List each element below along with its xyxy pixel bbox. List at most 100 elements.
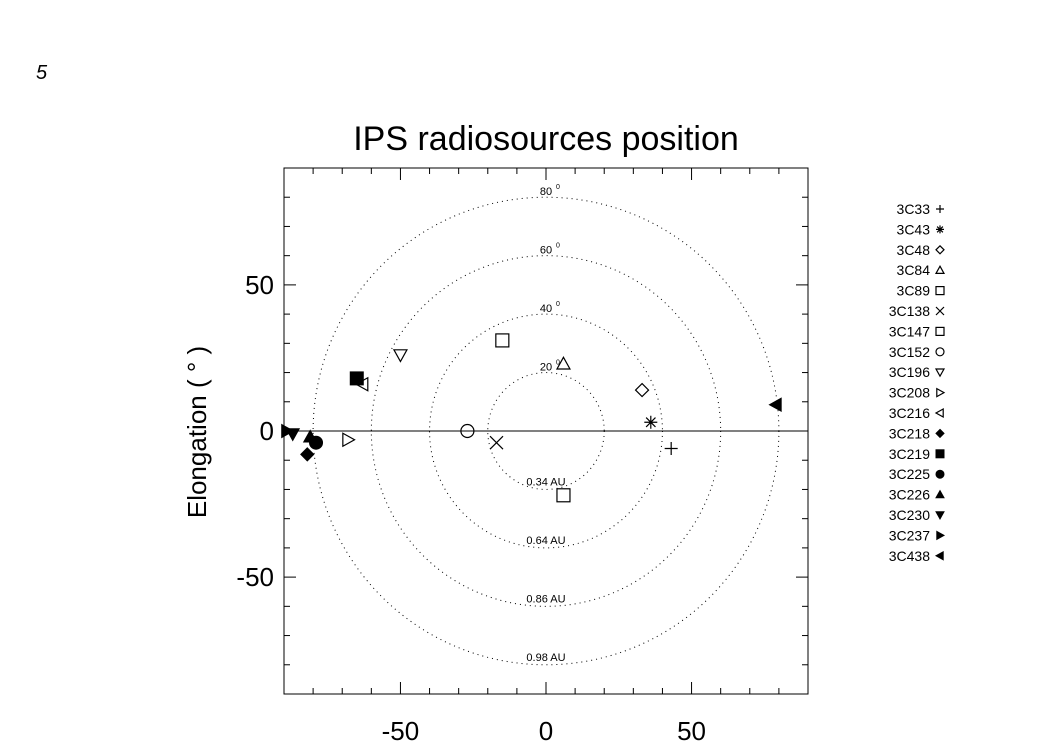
legend-entry: 3C226	[889, 487, 945, 503]
legend-entry: 3C84	[897, 262, 946, 278]
legend-entry: 3C219	[889, 446, 945, 462]
axes: -50 0 50 -50 0 50	[236, 167, 809, 746]
y-tick-label: 50	[245, 270, 274, 300]
point-3c43	[644, 415, 658, 429]
legend-marker	[935, 489, 945, 499]
point-3c208	[342, 432, 356, 448]
legend-entry: 3C225	[889, 466, 945, 482]
circle-au-label: 0.64 AU	[526, 535, 565, 547]
legend-label: 3C208	[889, 385, 930, 401]
legend-label: 3C43	[897, 221, 931, 237]
legend-marker	[936, 530, 946, 541]
point-marker	[392, 349, 408, 363]
point-3c226	[302, 429, 318, 443]
legend-label: 3C438	[889, 548, 930, 564]
legend-label: 3C152	[889, 344, 930, 360]
point-marker	[302, 429, 318, 443]
degree-superscript: 0	[556, 301, 560, 308]
chart-title: IPS radiosources position	[353, 120, 739, 158]
legend-label: 3C218	[889, 425, 930, 441]
point-marker	[342, 432, 356, 448]
legend-entry: 3C196	[889, 364, 946, 380]
point-marker	[460, 423, 475, 439]
legend-entry: 3C152	[889, 344, 945, 360]
point-3c84	[555, 356, 571, 370]
point-3c219	[349, 371, 364, 386]
legend-entry: 3C438	[889, 548, 944, 564]
legend-entry: 3C48	[897, 242, 945, 258]
point-3c196	[392, 349, 408, 363]
point-marker	[489, 435, 504, 450]
circle-au-label: 0.86 AU	[526, 593, 565, 605]
legend-marker	[935, 511, 945, 521]
point-marker	[555, 356, 571, 370]
legend-marker	[934, 407, 944, 419]
point-marker	[556, 488, 571, 503]
legend-entry: 3C208	[889, 385, 946, 401]
point-3c33	[664, 442, 678, 456]
x-tick-label: 50	[677, 716, 706, 746]
circle-angle-label: 40	[540, 303, 552, 315]
legend-entry: 3C237	[889, 527, 946, 543]
legend-entry: 3C138	[889, 303, 945, 319]
legend-entry: 3C147	[889, 323, 945, 339]
point-marker	[634, 382, 650, 398]
legend-label: 3C219	[889, 446, 930, 462]
point-3c152	[460, 423, 475, 439]
elongation-circles: 20 0 0.34 AU 40 0 0.64 AU 60 0 0.86 AU 80 0 0.98 AU	[312, 184, 780, 666]
legend-entry: 3C43	[897, 221, 944, 237]
legend-marker	[935, 428, 945, 439]
legend-marker	[935, 469, 945, 479]
legend-label: 3C237	[889, 527, 930, 543]
point-marker	[495, 333, 510, 348]
point-marker	[768, 397, 782, 413]
legend-label: 3C84	[897, 262, 931, 278]
page-number: 5	[36, 62, 48, 84]
legend-marker	[934, 264, 946, 274]
legend-marker	[935, 244, 945, 255]
x-tick-label: -50	[382, 716, 420, 746]
degree-superscript: 0	[556, 243, 560, 250]
legend-marker	[935, 286, 945, 296]
legend-marker	[936, 387, 946, 398]
point-marker	[644, 415, 658, 429]
point-marker	[664, 442, 678, 456]
point-marker	[281, 423, 295, 439]
point-3c147	[495, 333, 510, 348]
legend-label: 3C230	[889, 507, 930, 523]
legend-label: 3C225	[889, 466, 930, 482]
legend-label: 3C196	[889, 364, 930, 380]
point-3c138	[489, 435, 504, 450]
legend-marker	[935, 306, 945, 316]
y-tick-label: 0	[260, 416, 274, 446]
legend-entry: 3C89	[897, 283, 945, 299]
circle-angle-label: 60	[540, 245, 552, 257]
legend-marker	[934, 368, 946, 378]
legend-label: 3C226	[889, 487, 930, 503]
x-tick-label: 0	[539, 716, 553, 746]
point-3c237	[281, 423, 295, 439]
legend-marker	[936, 225, 944, 234]
circle-au-label: 0.34 AU	[526, 476, 565, 488]
point-marker	[349, 371, 364, 386]
point-marker	[300, 447, 315, 462]
legend-entry: 3C230	[889, 507, 945, 523]
legend-label: 3C216	[889, 405, 930, 421]
legend-label: 3C147	[889, 323, 930, 339]
legend-entry: 3C33	[897, 201, 944, 217]
circle-au-label: 0.98 AU	[526, 652, 565, 664]
legend-label: 3C48	[897, 242, 931, 258]
degree-superscript: 0	[556, 360, 560, 367]
point-3c89	[556, 488, 571, 503]
legend-entry: 3C218	[889, 425, 945, 441]
y-axis-label: Elongation ( ° )	[182, 346, 212, 518]
legend-marker	[935, 347, 945, 357]
legend-entry: 3C216	[889, 405, 944, 421]
legend-marker	[935, 326, 945, 336]
point-3c48	[634, 382, 650, 398]
legend-label: 3C33	[897, 201, 931, 217]
point-3c438	[768, 397, 782, 413]
point-3c218	[300, 447, 315, 462]
legend-marker	[934, 550, 944, 561]
